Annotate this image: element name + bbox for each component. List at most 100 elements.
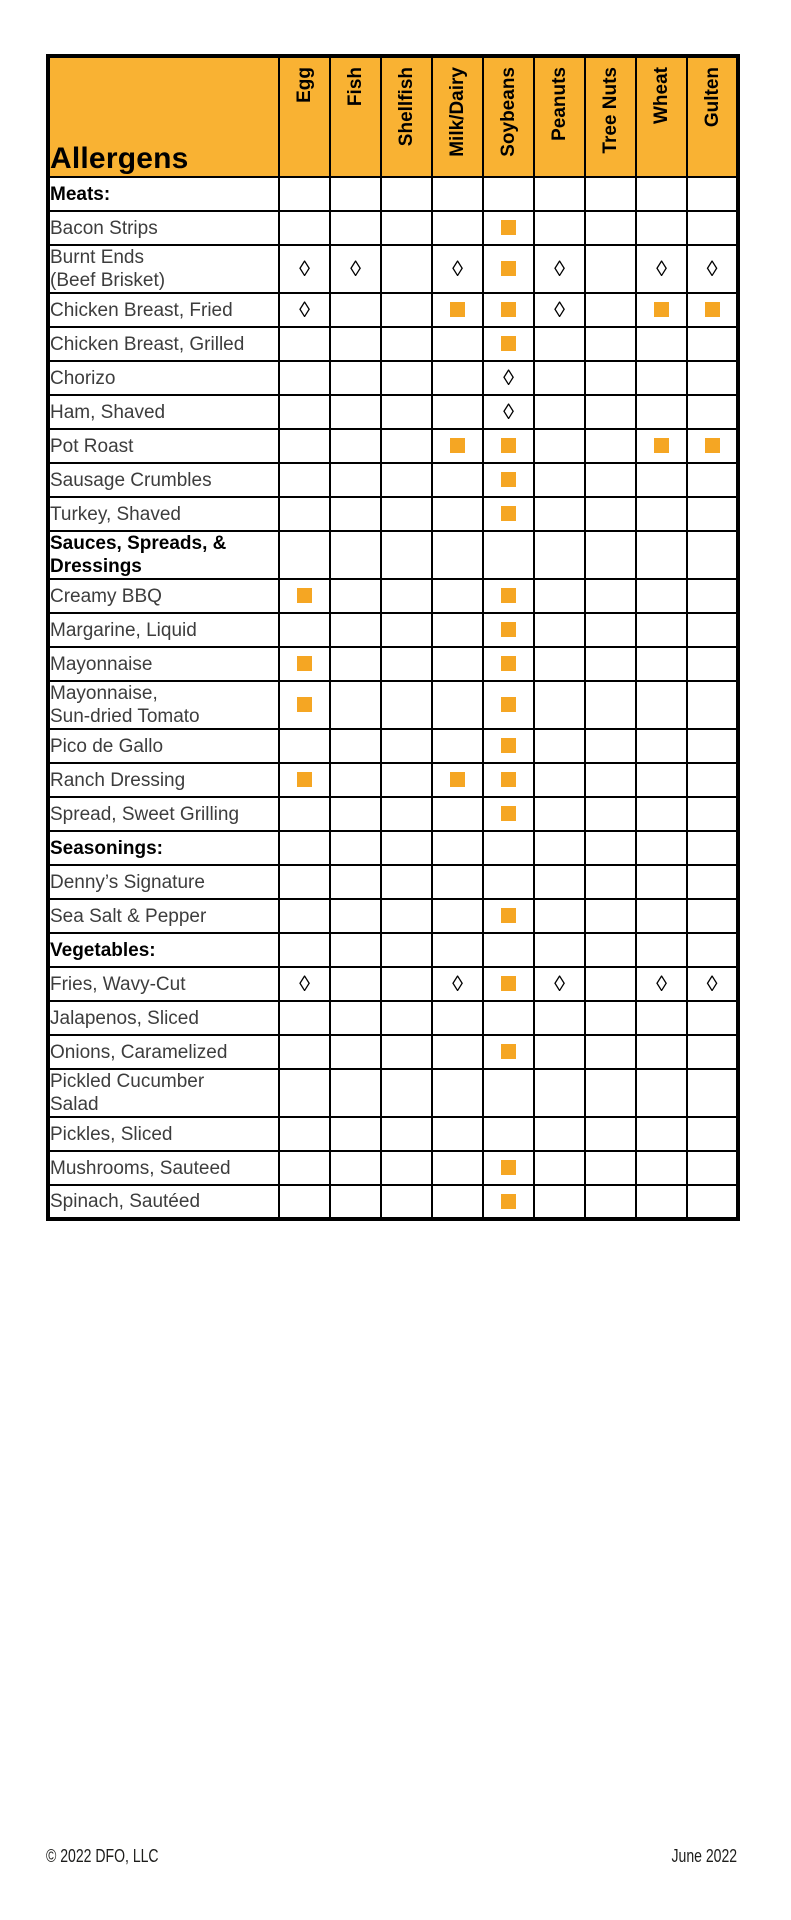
allergen-cell-tree-nuts	[584, 762, 637, 798]
allergen-cell-shellfish	[380, 462, 433, 498]
allergen-cell-soybeans	[482, 530, 535, 580]
square-marker-icon	[501, 697, 516, 713]
allergen-cell-milk-dairy	[431, 932, 484, 968]
allergen-cell-shellfish	[380, 578, 433, 614]
allergen-cell-gulten	[686, 292, 739, 328]
allergen-cell-gulten	[686, 680, 739, 730]
table-row: Spread, Sweet Grilling	[47, 796, 739, 832]
allergen-cell-soybeans	[482, 578, 535, 614]
square-marker-icon	[450, 772, 465, 788]
section-label-vegetables: Vegetables:	[47, 932, 280, 968]
row-label-onions-caramelized: Onions, Caramelized	[47, 1034, 280, 1070]
allergen-cell-wheat	[635, 1116, 688, 1152]
allergen-cell-milk-dairy	[431, 210, 484, 246]
allergen-cell-gulten	[686, 1184, 739, 1220]
allergen-cell-peanuts	[533, 530, 586, 580]
allergen-cell-egg	[278, 612, 331, 648]
allergen-cell-peanuts	[533, 1000, 586, 1036]
row-label-mayonnaise-sun-dried-tomato: Mayonnaise, Sun-dried Tomato	[47, 680, 280, 730]
row-label-bacon-strips: Bacon Strips	[47, 210, 280, 246]
allergen-cell-gulten	[686, 830, 739, 866]
allergen-cell-fish	[329, 210, 382, 246]
allergen-cell-egg	[278, 762, 331, 798]
row-label-pico-de-gallo: Pico de Gallo	[47, 728, 280, 764]
allergen-cell-wheat	[635, 898, 688, 934]
square-marker-icon	[501, 622, 516, 638]
allergen-cell-soybeans	[482, 462, 535, 498]
column-header-milk-dairy: Milk/Dairy	[431, 55, 484, 178]
diamond-marker-icon: ◊	[706, 971, 718, 996]
allergen-cell-fish	[329, 394, 382, 430]
allergen-cell-tree-nuts	[584, 966, 637, 1002]
row-label-ranch-dressing: Ranch Dressing	[47, 762, 280, 798]
allergen-cell-soybeans	[482, 796, 535, 832]
diamond-marker-icon: ◊	[452, 971, 463, 996]
allergen-cell-fish	[329, 578, 382, 614]
allergen-cell-tree-nuts	[584, 360, 637, 396]
allergen-cell-soybeans	[482, 428, 535, 464]
allergen-cell-gulten	[686, 1116, 739, 1152]
allergen-cell-fish	[329, 176, 382, 212]
allergen-cell-shellfish	[380, 864, 433, 900]
allergen-cell-soybeans	[482, 646, 535, 682]
allergen-cell-shellfish	[380, 796, 433, 832]
square-marker-icon	[501, 738, 516, 754]
allergen-cell-egg	[278, 462, 331, 498]
allergen-cell-fish	[329, 1000, 382, 1036]
allergen-cell-soybeans	[482, 728, 535, 764]
allergen-cell-tree-nuts	[584, 680, 637, 730]
allergen-cell-fish	[329, 762, 382, 798]
allergen-cell-shellfish	[380, 210, 433, 246]
square-marker-icon	[501, 908, 516, 924]
square-marker-icon	[501, 1160, 516, 1176]
allergen-cell-shellfish	[380, 292, 433, 328]
allergen-cell-wheat	[635, 462, 688, 498]
allergen-cell-egg	[278, 428, 331, 464]
allergen-cell-soybeans: ◊	[482, 394, 535, 430]
table-row: Margarine, Liquid	[47, 612, 739, 648]
table-row: Mushrooms, Sauteed	[47, 1150, 739, 1186]
allergen-cell-fish	[329, 326, 382, 362]
square-marker-icon	[501, 976, 516, 992]
allergen-cell-tree-nuts	[584, 830, 637, 866]
allergen-cell-egg	[278, 326, 331, 362]
section-label-meats: Meats:	[47, 176, 280, 212]
allergen-cell-tree-nuts	[584, 244, 637, 294]
row-label-chicken-breast-fried: Chicken Breast, Fried	[47, 292, 280, 328]
square-marker-icon	[501, 261, 516, 277]
allergen-cell-gulten	[686, 462, 739, 498]
allergen-cell-soybeans	[482, 1150, 535, 1186]
square-marker-icon	[704, 302, 720, 318]
allergen-cell-wheat	[635, 1184, 688, 1220]
allergen-cell-peanuts	[533, 762, 586, 798]
allergen-cell-milk-dairy: ◊	[431, 244, 484, 294]
allergen-cell-milk-dairy	[431, 612, 484, 648]
allergen-cell-gulten: ◊	[686, 966, 739, 1002]
square-marker-icon	[654, 438, 669, 454]
allergen-cell-egg	[278, 360, 331, 396]
allergen-cell-egg	[278, 796, 331, 832]
allergen-cell-gulten	[686, 530, 739, 580]
allergen-cell-fish	[329, 680, 382, 730]
allergen-cell-milk-dairy	[431, 578, 484, 614]
allergen-cell-milk-dairy	[431, 326, 484, 362]
allergen-cell-gulten	[686, 932, 739, 968]
diamond-marker-icon: ◊	[554, 256, 565, 281]
allergen-cell-wheat	[635, 932, 688, 968]
allergen-cell-gulten	[686, 1034, 739, 1070]
square-marker-icon	[297, 772, 312, 788]
allergen-cell-fish	[329, 830, 382, 866]
allergen-cell-shellfish	[380, 762, 433, 798]
allergen-cell-tree-nuts	[584, 612, 637, 648]
allergen-cell-milk-dairy	[431, 898, 484, 934]
allergen-cell-peanuts	[533, 612, 586, 648]
allergen-cell-milk-dairy	[431, 530, 484, 580]
allergen-cell-fish	[329, 1150, 382, 1186]
allergen-cell-gulten	[686, 762, 739, 798]
allergen-cell-soybeans	[482, 1000, 535, 1036]
allergen-cell-egg	[278, 1000, 331, 1036]
allergen-cell-tree-nuts	[584, 292, 637, 328]
allergen-cell-egg	[278, 898, 331, 934]
allergen-cell-tree-nuts	[584, 428, 637, 464]
column-header-label: Shellfish	[396, 67, 417, 147]
